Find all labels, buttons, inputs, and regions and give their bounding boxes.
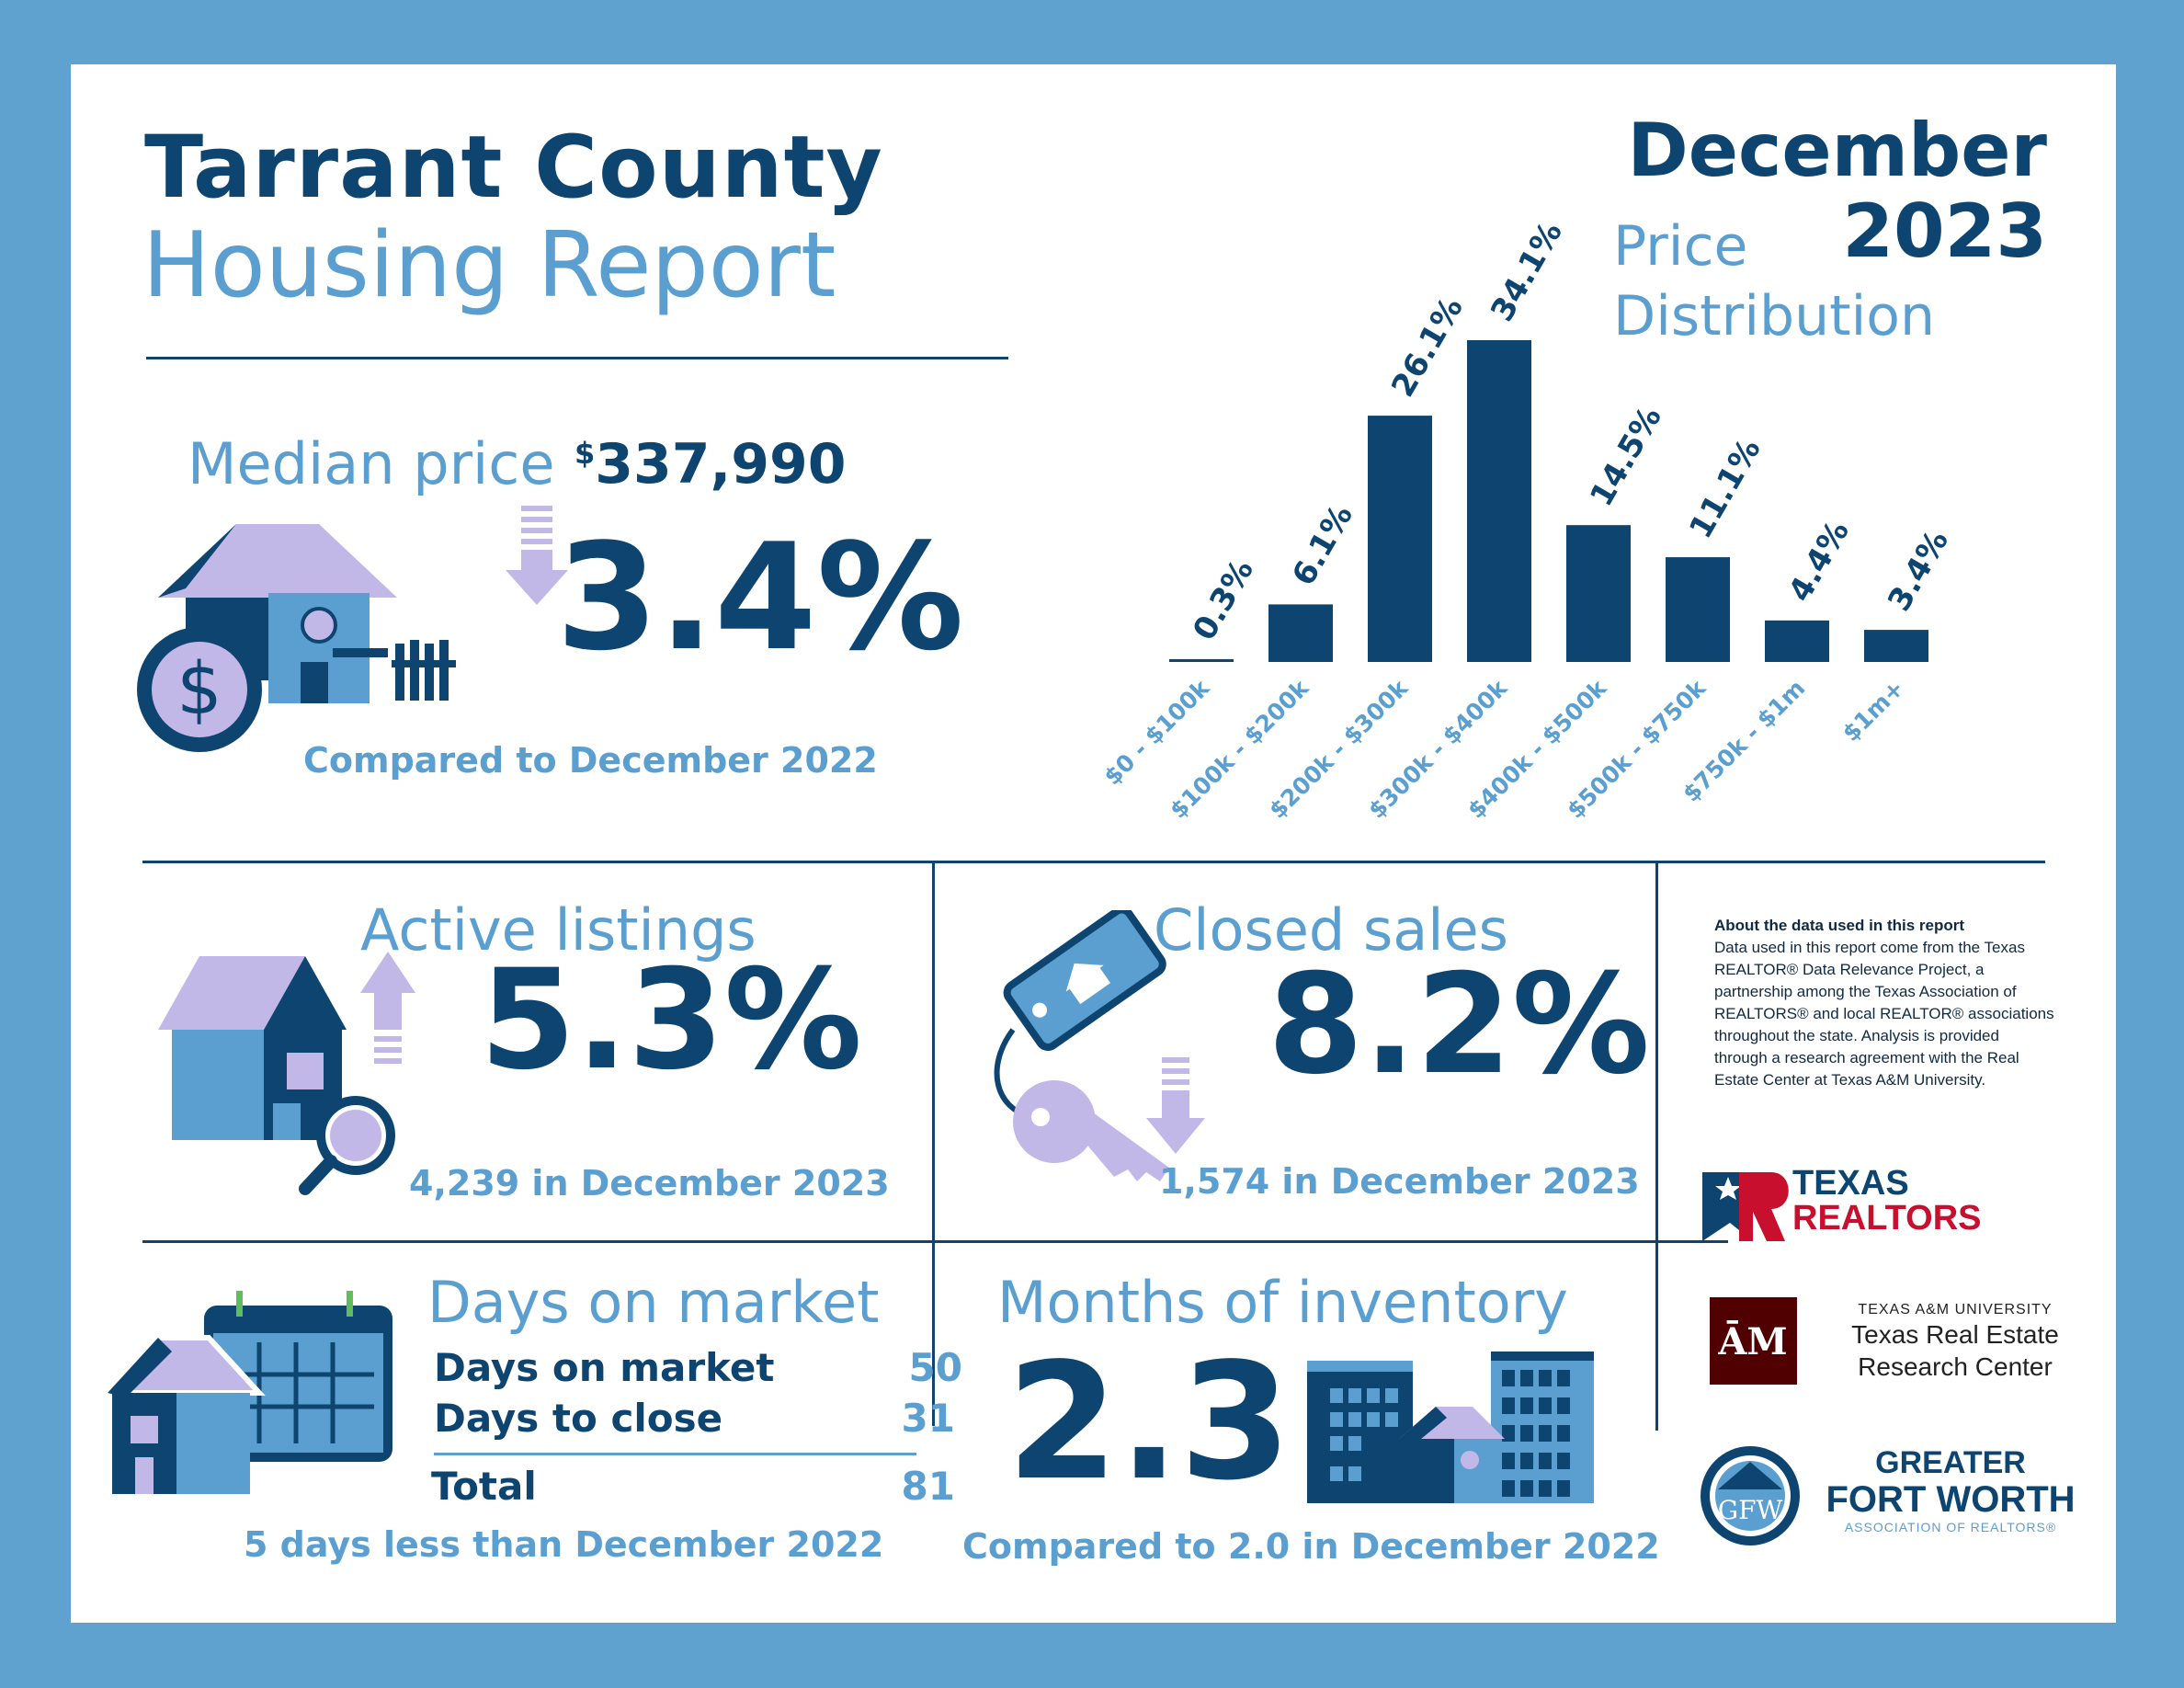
months-inventory-label: Months of inventory [997, 1269, 1568, 1336]
price-bar [1765, 620, 1829, 662]
days-to-close-row-label: Days to close [434, 1396, 723, 1441]
active-listings-change: 5.3% [480, 941, 863, 1101]
house-money-icon: $ [137, 506, 568, 752]
price-bar-value-label: 34.1% [1484, 215, 1570, 327]
svg-text:$: $ [176, 648, 222, 731]
days-on-market-label: Days on market [427, 1269, 880, 1336]
price-bar [1864, 630, 1928, 662]
key-tag-icon [994, 910, 1205, 1181]
price-bar [1666, 557, 1730, 662]
report-title: Tarrant County [144, 118, 883, 218]
report-page: Tarrant County Housing Report December 2… [71, 64, 2116, 1623]
median-price-change: 3.4% [556, 511, 964, 683]
tamu-center-line2: Research Center [1858, 1352, 2053, 1381]
about-data-title: About the data used in this report [1714, 917, 1965, 934]
days-on-market-row-value: 50 [908, 1345, 962, 1390]
price-distribution-title: Price Distribution [1613, 211, 1935, 351]
texas-realtors-logo-icon [1702, 1172, 1789, 1241]
gfw-line1: GREATER [1875, 1445, 2026, 1480]
currency-symbol: $ [574, 436, 596, 471]
median-price-label: Median price [188, 430, 555, 497]
about-data-block: About the data used in this report Data … [1714, 915, 2054, 1091]
report-subtitle: Housing Report [142, 213, 836, 318]
days-to-close-row-value: 31 [901, 1396, 955, 1441]
tamu-university: TEXAS A&M UNIVERSITY [1858, 1302, 2053, 1317]
about-data-body: Data used in this report come from the T… [1714, 939, 2054, 1089]
closed-sales-detail: 1,574 in December 2023 [1159, 1161, 1640, 1202]
closed-sales-change: 8.2% [1268, 945, 1651, 1105]
price-bar-value-label: 11.1% [1682, 432, 1769, 544]
days-on-market-compare: 5 days less than December 2022 [244, 1524, 884, 1565]
texas-realtors-logo-text: TEXAS REALTORS [1792, 1166, 1982, 1236]
median-price-amount: 337,990 [595, 432, 847, 496]
months-inventory-compare: Compared to 2.0 in December 2022 [962, 1526, 1660, 1567]
price-bar-value-label: 6.1% [1285, 498, 1360, 592]
price-bar-value-label: 26.1% [1384, 291, 1471, 403]
price-distribution-title-line1: Price [1613, 214, 1748, 279]
buildings-icon [1307, 1352, 1594, 1503]
svg-text:ĀM: ĀM [1717, 1320, 1787, 1363]
texas-realtors-line2: REALTORS [1792, 1199, 1982, 1237]
median-price-value: $337,990 [574, 432, 847, 496]
title-divider [146, 357, 1008, 359]
report-year: 2023 [1842, 188, 2047, 274]
gfw-logo-icon: GFW [1701, 1446, 1800, 1545]
price-bar-value-label: 3.4% [1881, 524, 1956, 618]
house-calendar-icon [108, 1291, 392, 1494]
days-total-value: 81 [901, 1464, 955, 1509]
tamu-logo-icon: ĀM [1710, 1297, 1797, 1385]
gfw-line3: ASSOCIATION OF REALTORS® [1844, 1520, 2057, 1534]
tamu-center-line1: Texas Real Estate [1851, 1320, 2059, 1349]
svg-text:GFW: GFW [1718, 1495, 1783, 1525]
gfw-line2: FORT WORTH [1826, 1479, 2076, 1520]
price-bar [1169, 658, 1234, 662]
house-search-icon [158, 952, 415, 1195]
tamu-logo-text: TEXAS A&M UNIVERSITY Texas Real Estate R… [1822, 1302, 2088, 1383]
column-divider-left [932, 861, 935, 1426]
months-inventory-value: 2.3 [1007, 1329, 1292, 1516]
gfw-logo-text: GREATER FORT WORTH ASSOCIATION OF REALTO… [1813, 1446, 2088, 1534]
active-listings-detail: 4,239 in December 2023 [409, 1163, 890, 1203]
price-bar [1467, 340, 1531, 662]
report-date: December 2023 [1627, 110, 2047, 272]
price-bar [1566, 525, 1631, 662]
closed-sales-label: Closed sales [1154, 896, 1508, 964]
report-month: December [1627, 108, 2047, 193]
days-total-divider [434, 1453, 916, 1455]
price-distribution-title-line2: Distribution [1613, 284, 1936, 348]
price-bar [1268, 604, 1333, 662]
section-divider-middle [142, 1240, 1728, 1243]
texas-realtors-line1: TEXAS [1792, 1164, 1909, 1203]
section-divider-top [142, 861, 2045, 863]
price-bar-value-label: 0.3% [1186, 553, 1261, 647]
price-bar [1368, 416, 1432, 662]
column-divider-right [1655, 861, 1658, 1431]
days-total-label: Total [431, 1464, 537, 1509]
price-bar-value-label: 14.5% [1583, 401, 1669, 513]
price-bar-category-label: $1m+ [1837, 675, 1909, 747]
active-listings-label: Active listings [360, 896, 756, 964]
price-bar-value-label: 4.4% [1781, 515, 1857, 609]
days-on-market-row-label: Days on market [434, 1345, 775, 1390]
median-price-compare: Compared to December 2022 [303, 740, 878, 781]
